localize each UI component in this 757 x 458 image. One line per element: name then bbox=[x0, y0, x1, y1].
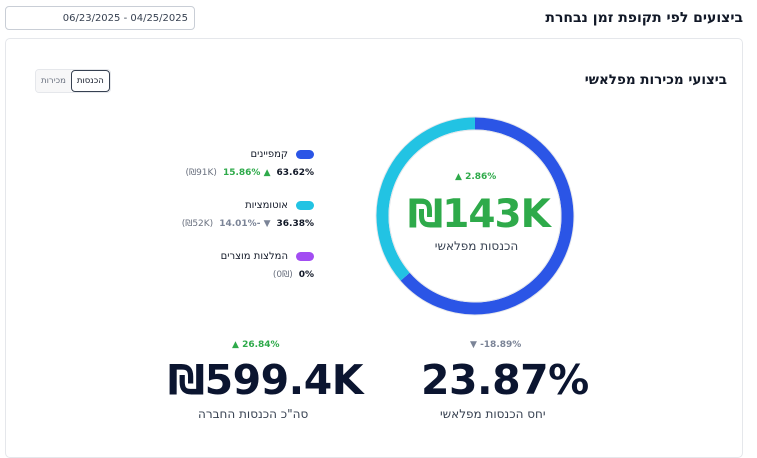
legend-pct: 36.38% bbox=[276, 219, 315, 229]
card-title: ביצועי מכירות מפלאשי bbox=[584, 72, 727, 88]
ratio-label: יחס הכנסות מפלאשי bbox=[440, 407, 546, 421]
ratio-delta: ▼ -18.89% bbox=[470, 340, 522, 350]
ratio-value: 23.87% bbox=[421, 356, 589, 404]
metric-toggle: מכירות הכנסות bbox=[35, 69, 111, 93]
total-revenue-label: סה"כ הכנסות החברה bbox=[198, 407, 309, 421]
total-revenue-delta: ▲ 26.84% bbox=[232, 340, 280, 350]
legend-amount: (91K₪) bbox=[185, 168, 217, 178]
legend-item-recommendations: המלצות מוצרים 0% (0₪) bbox=[221, 251, 314, 280]
center-label: הכנסות מפלאשי bbox=[434, 239, 519, 253]
legend-swatch-campaigns bbox=[296, 150, 314, 159]
date-range-value: 06/23/2025 - 04/25/2025 bbox=[62, 12, 188, 24]
legend-amount: (0₪) bbox=[272, 270, 293, 280]
revenue-donut-chart bbox=[375, 116, 575, 316]
legend-item-campaigns: קמפיינים 63.62% ▲ 15.86% (91K₪) bbox=[185, 149, 314, 178]
performance-card bbox=[5, 38, 743, 458]
arrow-down-icon: ▼ bbox=[470, 340, 477, 350]
legend-label: המלצות מוצרים bbox=[220, 251, 288, 262]
legend-label: אוטומציות bbox=[245, 200, 288, 211]
arrow-down-icon: ▼ bbox=[263, 219, 271, 229]
legend-swatch-recommendations bbox=[296, 252, 314, 261]
legend-pct: 63.62% bbox=[276, 168, 315, 178]
legend-label: קמפיינים bbox=[250, 149, 288, 160]
legend-delta: ▲ 15.86% bbox=[222, 168, 271, 178]
arrow-up-icon: ▲ bbox=[455, 172, 462, 182]
donut-inner-ring bbox=[388, 129, 562, 303]
center-value: ₪143K bbox=[408, 192, 551, 237]
arrow-up-icon: ▲ bbox=[263, 168, 271, 178]
date-range-picker[interactable]: 06/23/2025 - 04/25/2025 bbox=[5, 6, 195, 30]
center-delta: ▲ 2.86% bbox=[455, 172, 497, 182]
legend-amount: (52K₪) bbox=[181, 219, 214, 229]
legend-item-automations: אוטומציות 36.38% ▼ -14.01% (52K₪) bbox=[182, 200, 314, 229]
legend-delta: ▼ -14.01% bbox=[219, 219, 271, 229]
arrow-up-icon: ▲ bbox=[232, 340, 239, 350]
donut-slice bbox=[400, 117, 574, 315]
legend-swatch-automations bbox=[296, 201, 314, 210]
total-revenue-value: ₪599.4K bbox=[168, 356, 364, 404]
donut-outline bbox=[375, 116, 575, 316]
legend-pct: 0% bbox=[298, 270, 314, 280]
toggle-sales[interactable]: מכירות bbox=[36, 70, 71, 92]
donut-slice bbox=[376, 117, 476, 281]
page-title: ביצועים לפי תקופת זמן נבחרת bbox=[545, 10, 743, 26]
toggle-revenue[interactable]: הכנסות bbox=[70, 70, 110, 92]
